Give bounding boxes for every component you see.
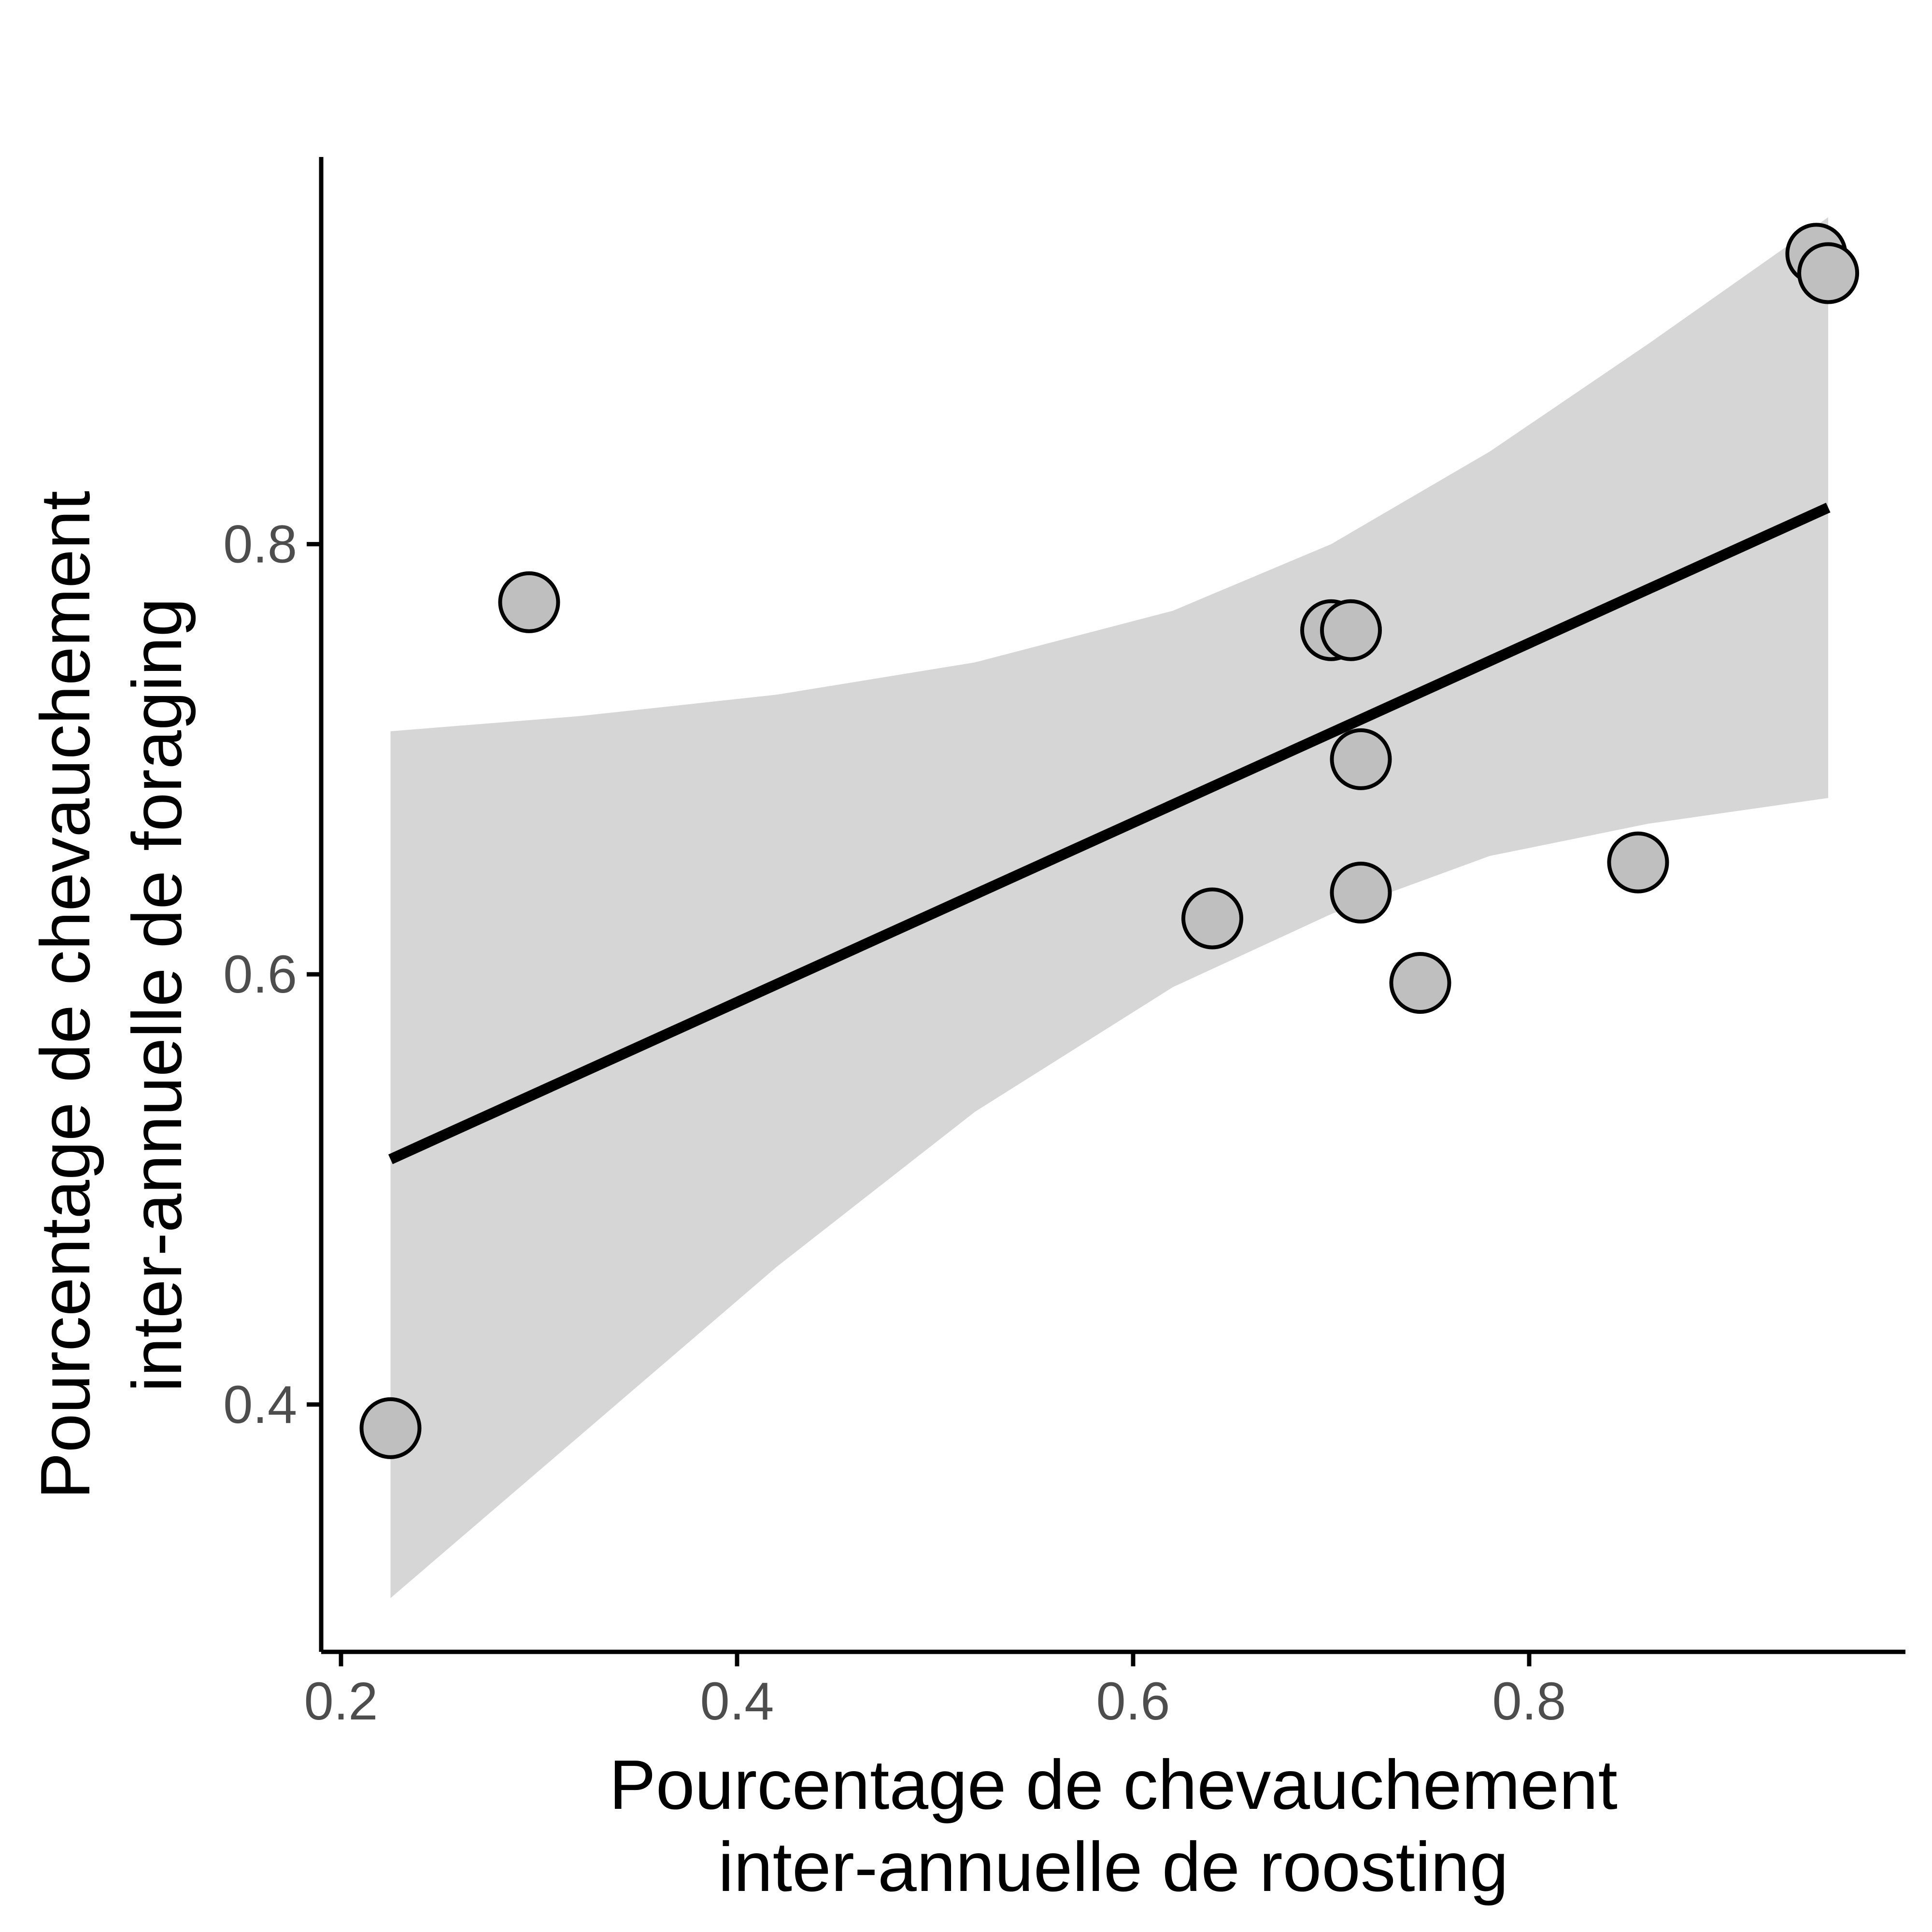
confidence-band-layer (390, 217, 1829, 1598)
labels-layer: 0.2 0.4 0.6 0.8 0.4 0.6 0.8 Pourcentage de chev… (26, 491, 1618, 1906)
y-axis-title-line-1: Pourcentage de chevauchement (26, 491, 104, 1499)
data-point (1330, 862, 1392, 924)
data-point (1320, 599, 1382, 661)
x-tick-label: 0.6 (1096, 1672, 1170, 1731)
x-axis-title-line-2: inter-annuelle de roosting (718, 1828, 1508, 1906)
y-tick-label: 0.6 (223, 945, 297, 1004)
axes-layer (307, 157, 1905, 1666)
data-point (1607, 831, 1669, 894)
x-axis-title-line-1: Pourcentage de chevauchement (609, 1746, 1618, 1824)
regression-line (388, 502, 1831, 1165)
x-tick-label: 0.4 (700, 1672, 774, 1731)
data-point (1181, 887, 1243, 950)
fit-line-layer (388, 502, 1831, 1165)
points-layer (359, 223, 1860, 1459)
data-point (1389, 952, 1451, 1014)
confidence-band (390, 217, 1829, 1598)
data-point (1797, 242, 1860, 304)
data-point (498, 571, 560, 633)
x-tick-label: 0.2 (304, 1672, 378, 1731)
x-tick-label: 0.8 (1492, 1672, 1566, 1731)
y-axis-title-line-2: inter-annuelle de foraging (118, 598, 196, 1392)
y-tick-label: 0.8 (223, 515, 297, 574)
data-point (1330, 728, 1392, 790)
y-tick-label: 0.4 (223, 1375, 297, 1435)
data-point (359, 1397, 422, 1459)
